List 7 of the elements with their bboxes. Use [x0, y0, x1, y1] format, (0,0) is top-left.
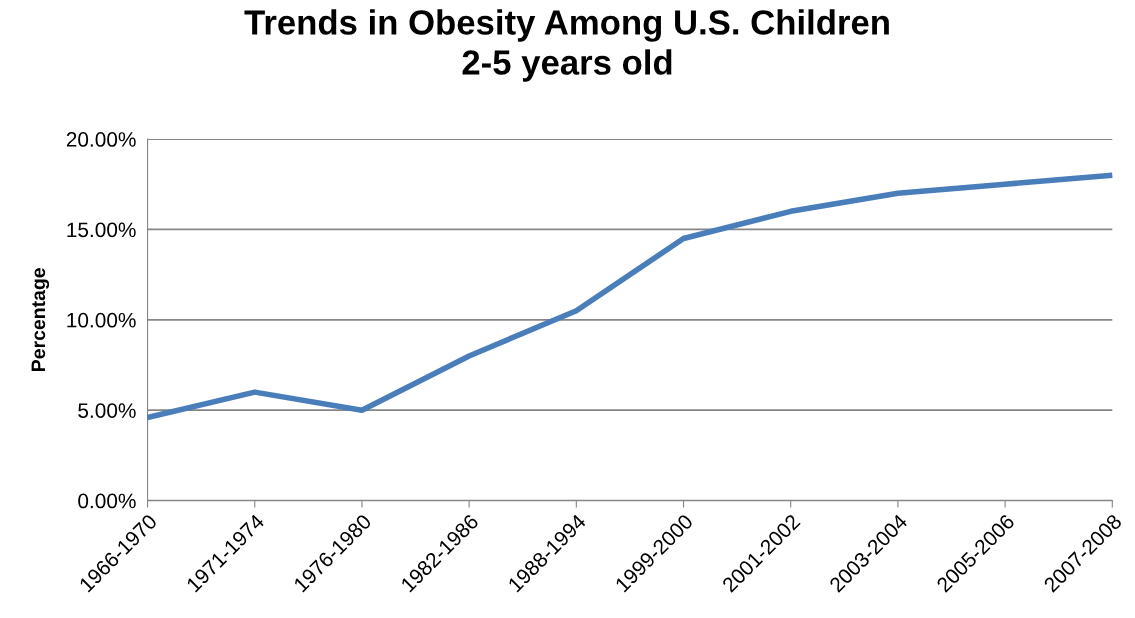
y-axis-title: Percentage — [31, 268, 50, 371]
y-tick-label: 5.00% — [78, 403, 136, 418]
y-tick-label: 15.00% — [67, 222, 136, 238]
chart-title: Trends in Obesity Among U.S. Children 2-5 years old — [244, 9, 889, 82]
y-tick-label: 20.00% — [66, 132, 136, 147]
y-tick-label: 10.00% — [67, 312, 136, 328]
y-tick-label: 0.00% — [78, 493, 136, 509]
